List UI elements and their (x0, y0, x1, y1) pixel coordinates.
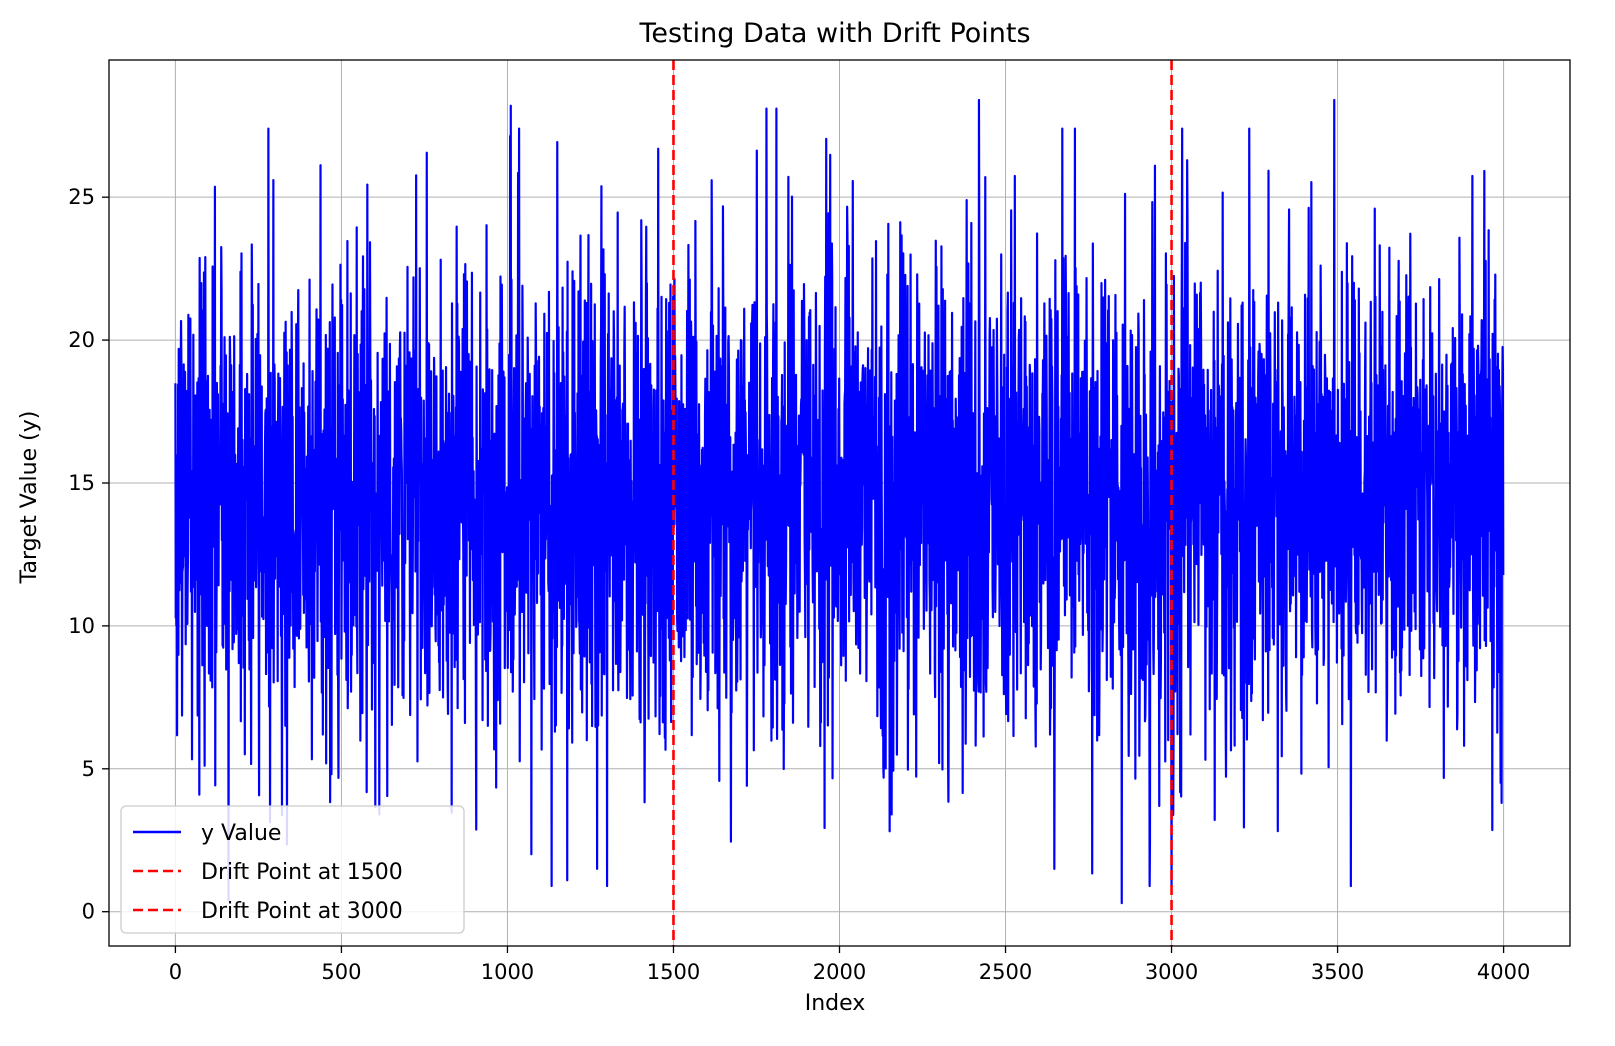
y-axis-label: Target Value (y) (17, 411, 42, 585)
x-tick-label: 0 (169, 960, 182, 984)
legend: y Value Drift Point at 1500 Drift Point at… (120, 805, 465, 934)
y-tick-label: 20 (68, 328, 95, 352)
y-tick-label: 10 (68, 614, 95, 638)
x-tick-label: 4000 (1477, 960, 1530, 984)
y-tick-label: 15 (68, 471, 95, 495)
y-tick-label: 25 (68, 185, 95, 209)
x-tick-label: 500 (321, 960, 361, 984)
x-axis-label: Index (805, 991, 866, 1016)
x-tick-label: 1500 (647, 960, 700, 984)
x-tick-label: 2500 (979, 960, 1032, 984)
legend-label-1: y Value (201, 821, 281, 846)
x-tick-label: 3000 (1145, 960, 1198, 984)
x-tick-label: 3500 (1311, 960, 1364, 984)
chart-title: Testing Data with Drift Points (638, 18, 1030, 49)
legend-box (120, 805, 465, 934)
y-tick-label: 5 (82, 757, 95, 781)
x-tick-label: 2000 (813, 960, 866, 984)
drift-lines (672, 60, 1173, 946)
y-axis-ticks: 0 5 10 15 20 25 (68, 185, 109, 924)
series-line-y-value (174, 98, 1505, 905)
x-axis-ticks: 0 500 1000 1500 2000 2500 3000 3500 4000 (169, 946, 1530, 984)
x-tick-label: 1000 (481, 960, 534, 984)
y-tick-label: 0 (82, 900, 95, 924)
series-layer (174, 98, 1505, 905)
legend-label-2: Drift Point at 1500 (201, 860, 403, 885)
legend-label-3: Drift Point at 3000 (201, 899, 403, 924)
